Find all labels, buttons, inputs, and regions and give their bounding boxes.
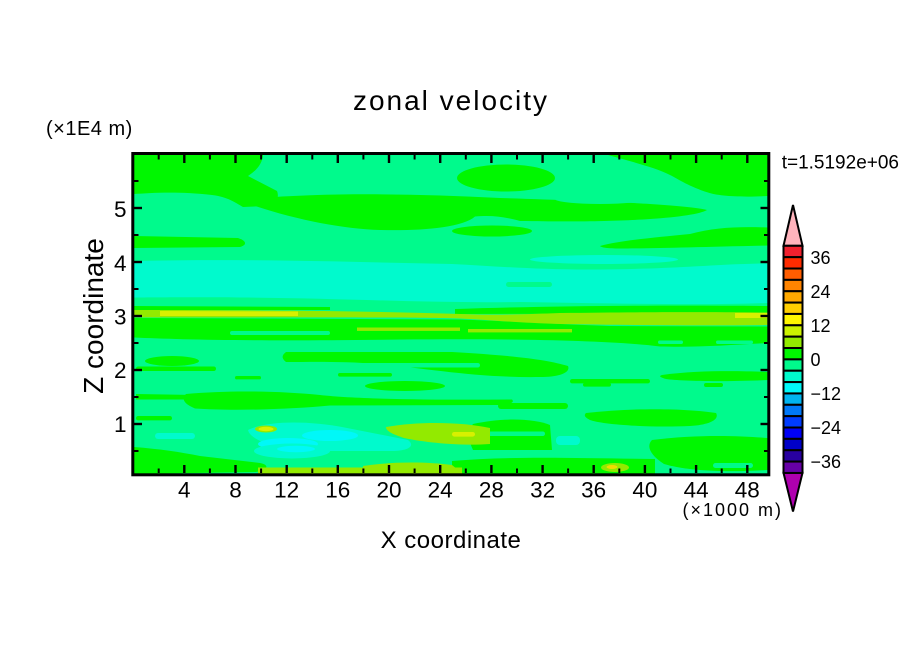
svg-text:12: 12 xyxy=(811,316,831,336)
svg-text:28: 28 xyxy=(479,478,504,503)
svg-text:5: 5 xyxy=(114,197,127,222)
svg-text:3: 3 xyxy=(114,305,127,330)
svg-text:44: 44 xyxy=(684,478,709,503)
svg-text:2: 2 xyxy=(114,358,127,383)
svg-text:36: 36 xyxy=(581,478,606,503)
svg-text:X coordinate: X coordinate xyxy=(381,527,522,554)
svg-text:(×1000 m): (×1000 m) xyxy=(682,500,783,520)
svg-text:Z coordinate: Z coordinate xyxy=(78,238,109,394)
svg-text:zonal velocity: zonal velocity xyxy=(353,85,549,116)
svg-text:−24: −24 xyxy=(811,418,842,438)
svg-text:4: 4 xyxy=(114,251,127,276)
svg-text:0: 0 xyxy=(811,350,821,370)
svg-text:8: 8 xyxy=(229,478,242,503)
svg-text:12: 12 xyxy=(274,478,299,503)
svg-text:−12: −12 xyxy=(811,384,842,404)
svg-text:(×1E4 m): (×1E4 m) xyxy=(46,118,133,140)
svg-text:40: 40 xyxy=(632,478,657,503)
svg-text:48: 48 xyxy=(735,478,760,503)
svg-text:t=1.5192e+06: t=1.5192e+06 xyxy=(782,153,899,174)
svg-text:24: 24 xyxy=(428,478,453,503)
svg-text:20: 20 xyxy=(376,478,401,503)
svg-text:−36: −36 xyxy=(811,452,842,472)
svg-text:24: 24 xyxy=(811,282,831,302)
svg-text:36: 36 xyxy=(811,248,831,268)
svg-text:32: 32 xyxy=(530,478,555,503)
svg-text:16: 16 xyxy=(325,478,350,503)
svg-text:1: 1 xyxy=(114,412,127,437)
svg-text:4: 4 xyxy=(178,478,191,503)
